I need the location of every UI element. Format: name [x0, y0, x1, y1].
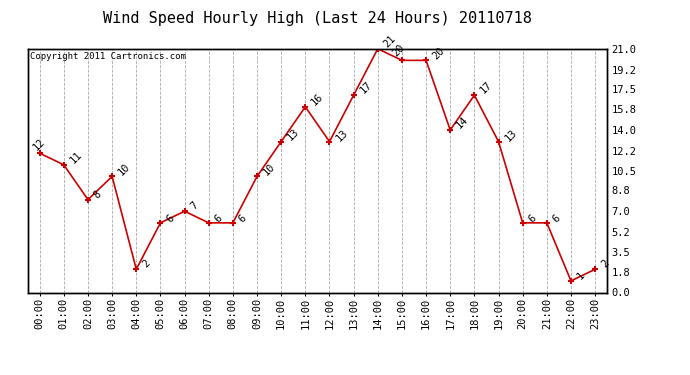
Text: 7: 7 [189, 200, 200, 212]
Text: 6: 6 [213, 213, 224, 225]
Text: 10: 10 [117, 161, 132, 177]
Text: 6: 6 [527, 213, 538, 225]
Text: 8: 8 [92, 189, 104, 200]
Text: 10: 10 [262, 161, 277, 177]
Text: 13: 13 [286, 126, 302, 142]
Text: 20: 20 [431, 45, 446, 61]
Text: 20: 20 [391, 42, 406, 58]
Text: 14: 14 [455, 115, 471, 130]
Text: 2: 2 [141, 258, 152, 270]
Text: 11: 11 [68, 150, 84, 165]
Text: 21: 21 [382, 33, 398, 50]
Text: Wind Speed Hourly High (Last 24 Hours) 20110718: Wind Speed Hourly High (Last 24 Hours) 2… [103, 11, 532, 26]
Text: 2: 2 [600, 258, 611, 270]
Text: 12: 12 [31, 136, 47, 152]
Text: 17: 17 [358, 80, 374, 96]
Text: 13: 13 [503, 128, 519, 144]
Text: 6: 6 [551, 213, 562, 225]
Text: Copyright 2011 Cartronics.com: Copyright 2011 Cartronics.com [30, 53, 186, 62]
Text: 6: 6 [165, 213, 176, 225]
Text: 16: 16 [310, 92, 326, 107]
Text: 1: 1 [575, 270, 586, 282]
Text: 6: 6 [237, 213, 248, 225]
Text: 17: 17 [479, 80, 495, 96]
Text: 13: 13 [334, 128, 350, 144]
